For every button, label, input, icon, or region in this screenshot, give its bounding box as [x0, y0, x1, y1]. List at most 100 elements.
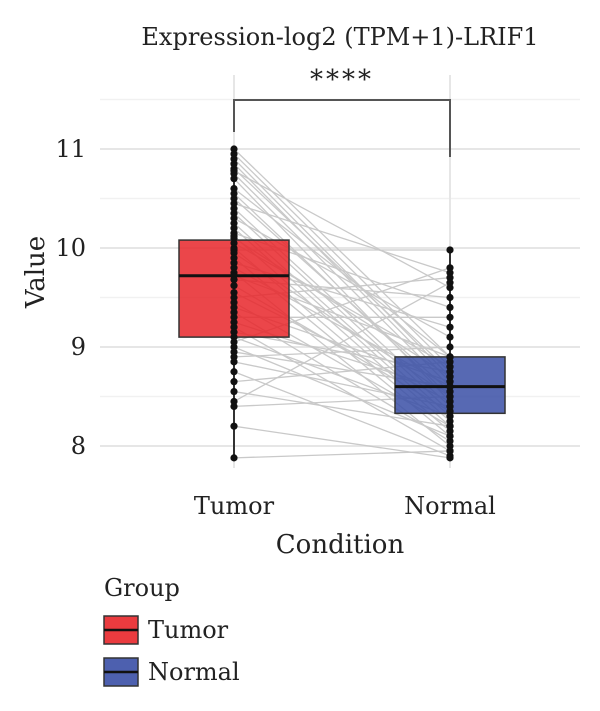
data-point-normal [446, 358, 454, 366]
y-tick-label: 9 [71, 333, 86, 361]
data-point-tumor [230, 323, 238, 331]
data-point-tumor [230, 454, 238, 462]
data-point-normal [446, 387, 454, 396]
data-point-tumor [230, 219, 238, 227]
paired-line [233, 450, 451, 459]
data-point-normal [446, 323, 454, 331]
data-point-tumor [230, 397, 238, 406]
data-point-tumor [230, 254, 238, 262]
data-point-normal [446, 363, 454, 371]
x-axis-ticks: Tumor Normal [194, 492, 496, 520]
legend: Group Tumor Normal [103, 574, 240, 687]
data-point-tumor [230, 199, 238, 208]
data-point-tumor [230, 259, 238, 267]
x-axis-label: Condition [276, 530, 405, 560]
data-point-normal [446, 313, 454, 321]
data-point-tumor [230, 318, 238, 326]
data-point-tumor [230, 298, 238, 307]
data-point-normal [446, 432, 454, 440]
data-point-tumor [230, 249, 238, 257]
paired-line [233, 202, 451, 274]
data-point-tumor [230, 303, 238, 311]
data-point-tumor [230, 204, 238, 212]
data-point-normal [446, 447, 454, 455]
paired-line [233, 326, 451, 452]
data-point-tumor [230, 239, 238, 247]
y-tick-label: 11 [55, 135, 86, 163]
data-point-tumor [230, 194, 238, 203]
data-point-normal [446, 269, 454, 277]
legend-label: Tumor [148, 616, 229, 644]
data-point-normal [446, 442, 454, 450]
data-point-tumor [230, 348, 238, 356]
paired-line [233, 148, 451, 358]
data-point-normal [446, 293, 454, 302]
data-point-tumor [230, 209, 238, 217]
paired-line [233, 346, 451, 437]
data-point-normal [446, 264, 454, 272]
data-point-tumor [230, 264, 238, 272]
data-point-tumor [230, 368, 238, 376]
data-point-normal [446, 412, 454, 420]
data-point-tumor [230, 353, 238, 361]
data-point-tumor [230, 333, 238, 341]
y-tick-label: 8 [71, 432, 86, 460]
data-point-normal [446, 378, 454, 386]
data-point-normal [446, 417, 454, 425]
data-point-normal [446, 274, 454, 282]
data-point-tumor [230, 402, 238, 410]
data-point-normal [446, 392, 454, 401]
significance-bracket [233, 99, 451, 157]
data-point-tumor [230, 378, 238, 386]
data-point-normal [446, 454, 454, 462]
paired-line [233, 173, 451, 388]
data-point-tumor [230, 338, 238, 346]
data-point-normal [446, 422, 454, 430]
data-point-tumor [230, 234, 238, 242]
paired-line [233, 346, 451, 358]
data-point-tumor [230, 328, 238, 336]
data-point-normal [446, 402, 454, 410]
data-point-normal [446, 427, 454, 435]
data-point-normal [446, 407, 454, 415]
data-point-tumor [230, 175, 238, 183]
data-point-tumor [230, 343, 238, 351]
data-point-tumor [230, 155, 238, 163]
y-axis-ticks: 8 9 10 11 [55, 135, 86, 460]
data-point-normal [446, 303, 454, 311]
data-point-tumor [230, 276, 238, 284]
y-tick-label: 10 [55, 234, 86, 262]
data-point-tumor [230, 185, 238, 193]
data-point-tumor [230, 422, 238, 430]
data-point-tumor [230, 358, 238, 366]
data-point-normal [446, 368, 454, 376]
paired-line [233, 158, 451, 378]
data-point-normal [446, 343, 454, 351]
data-points [230, 145, 454, 462]
y-axis-label: Value [21, 236, 51, 309]
paired-line [233, 390, 451, 427]
x-tick-label: Normal [404, 492, 496, 520]
data-point-tumor [230, 224, 238, 232]
data-point-normal [446, 373, 454, 381]
significance-label: **** [310, 65, 374, 95]
data-point-tumor [230, 288, 238, 297]
paired-line [233, 188, 451, 358]
data-point-tumor [230, 293, 238, 302]
chart-title: Expression-log2 (TPM+1)-LRIF1 [141, 23, 538, 51]
data-point-tumor [230, 282, 238, 290]
data-point-tumor [230, 313, 238, 321]
data-point-normal [446, 279, 454, 287]
data-point-tumor [230, 170, 238, 178]
paired-line [233, 282, 451, 403]
data-point-normal [446, 333, 454, 341]
data-point-tumor [230, 189, 238, 198]
data-point-tumor [230, 145, 238, 153]
paired-line [233, 153, 451, 368]
legend-label: Normal [148, 658, 240, 686]
legend-item-normal: Normal [103, 657, 240, 687]
paired-line [233, 425, 451, 459]
data-point-normal [446, 353, 454, 361]
data-point-tumor [230, 160, 238, 168]
